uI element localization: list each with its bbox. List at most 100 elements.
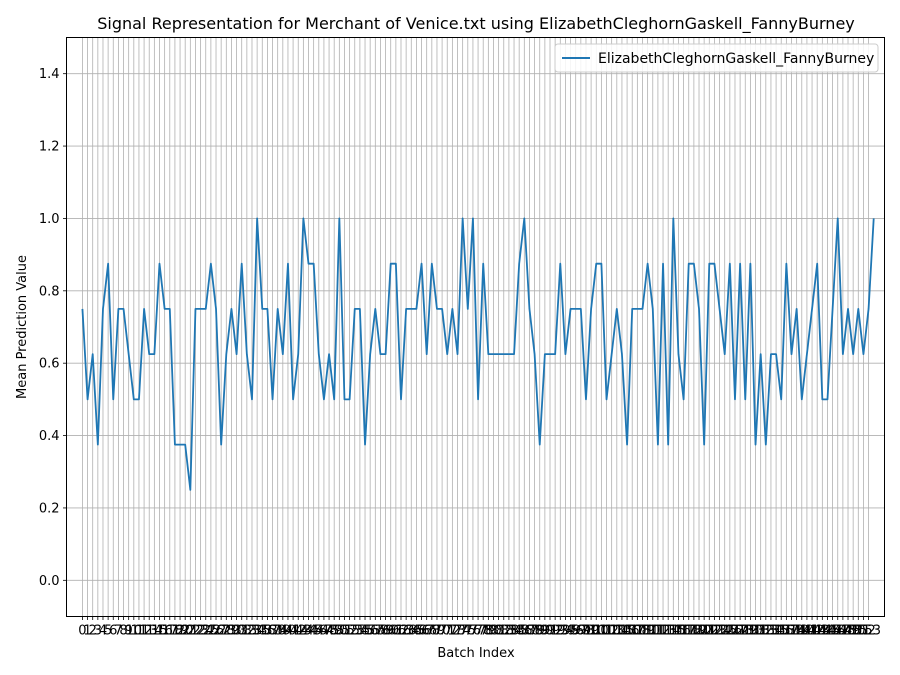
y-tick-label: 1.0 (39, 212, 60, 227)
x-tick-label: 26 (208, 624, 225, 639)
x-tick-label: 97 (573, 624, 590, 639)
x-tick-label: 92 (547, 624, 564, 639)
x-tick-label: 7 (114, 624, 122, 639)
x-tick-label: 105 (610, 624, 635, 639)
x-tick-label: 13 (141, 624, 158, 639)
x-tick-label: 124 (707, 624, 732, 639)
x-tick-label: 101 (589, 624, 614, 639)
x-tick-label: 93 (552, 624, 569, 639)
x-tick-label: 22 (187, 624, 204, 639)
x-tick-label: 65 (408, 624, 425, 639)
x-tick-label: 143 (805, 624, 830, 639)
x-tick-label: 144 (810, 624, 835, 639)
x-tick-label: 39 (275, 624, 292, 639)
x-tick-label: 98 (578, 624, 595, 639)
x-tick-label: 99 (583, 624, 600, 639)
x-tick-label: 49 (326, 624, 343, 639)
x-tick-label: 115 (661, 624, 686, 639)
x-tick-label: 106 (615, 624, 640, 639)
x-tick-label: 20 (177, 624, 194, 639)
y-tick-label: 0.8 (39, 284, 60, 299)
x-tick-label: 113 (651, 624, 676, 639)
x-tick-label: 38 (269, 624, 286, 639)
x-tick-label: 69 (429, 624, 446, 639)
x-tick-label: 30 (228, 624, 245, 639)
x-tick-label: 9 (125, 624, 133, 639)
x-tick-label: 43 (295, 624, 312, 639)
x-tick-label: 153 (856, 624, 881, 639)
x-tick-label: 34 (249, 624, 266, 639)
x-tick-label: 70 (434, 624, 451, 639)
x-tick-label: 1 (83, 624, 91, 639)
x-tick-label: 120 (687, 624, 712, 639)
x-tick-label: 35 (254, 624, 271, 639)
x-tick-label: 67 (418, 624, 435, 639)
x-tick-label: 81 (490, 624, 507, 639)
x-tick-label: 14 (146, 624, 163, 639)
x-tick-label: 33 (244, 624, 261, 639)
x-tick-label: 91 (542, 624, 559, 639)
x-tick-label: 114 (656, 624, 681, 639)
x-tick-label: 89 (531, 624, 548, 639)
x-tick-label: 108 (625, 624, 650, 639)
x-tick-label: 54 (352, 624, 369, 639)
plot-frame (66, 37, 885, 617)
x-tick-label: 111 (640, 624, 665, 639)
x-tick-label: 152 (851, 624, 876, 639)
x-tick-label: 29 (223, 624, 240, 639)
x-axis-label: Batch Index (437, 646, 515, 661)
x-tick-label: 87 (521, 624, 538, 639)
y-tick-label: 0.2 (39, 501, 60, 516)
x-tick-label: 41 (285, 624, 302, 639)
x-tick-label: 21 (182, 624, 199, 639)
legend-frame (554, 43, 879, 73)
x-tick-label: 119 (681, 624, 706, 639)
x-tick-label: 150 (841, 624, 866, 639)
x-tick-label: 136 (769, 624, 794, 639)
x-tick-label: 86 (516, 624, 533, 639)
x-tick-label: 138 (779, 624, 804, 639)
x-tick-label: 90 (537, 624, 554, 639)
x-tick-label: 147 (825, 624, 850, 639)
x-tick-label: 4 (99, 624, 107, 639)
x-tick-label: 74 (454, 624, 471, 639)
y-tick-label: 0.0 (39, 574, 60, 589)
x-tick-label: 68 (424, 624, 441, 639)
x-tick-label: 51 (336, 624, 353, 639)
x-tick-label: 118 (676, 624, 701, 639)
y-tick-label: 1.2 (39, 140, 60, 155)
x-tick-label: 55 (357, 624, 374, 639)
x-tick-label: 57 (367, 624, 384, 639)
y-tick-label: 0.4 (39, 429, 60, 444)
x-tick-label: 40 (280, 624, 297, 639)
x-tick-label: 16 (156, 624, 173, 639)
y-tick-label: 0.6 (39, 357, 60, 372)
x-tick-label: 71 (439, 624, 456, 639)
y-axis-label: Mean Prediction Value (15, 255, 30, 399)
x-tick-label: 28 (218, 624, 235, 639)
x-tick-label: 125 (712, 624, 737, 639)
x-tick-label: 48 (321, 624, 338, 639)
x-tick-label: 109 (630, 624, 655, 639)
x-tick-label: 122 (697, 624, 722, 639)
x-tick-label: 32 (239, 624, 256, 639)
x-tick-label: 127 (723, 624, 748, 639)
series-line (81, 217, 875, 491)
x-tick-label: 88 (526, 624, 543, 639)
x-tick-label: 112 (645, 624, 670, 639)
x-tick-label: 96 (567, 624, 584, 639)
x-tick-label: 75 (460, 624, 477, 639)
x-tick-label: 61 (388, 624, 405, 639)
x-tick-label: 8 (119, 624, 127, 639)
x-tick-label: 129 (733, 624, 758, 639)
x-tick-label: 131 (743, 624, 768, 639)
x-tick-label: 66 (413, 624, 430, 639)
x-tick-label: 139 (784, 624, 809, 639)
x-tick-label: 77 (470, 624, 487, 639)
x-tick-label: 103 (599, 624, 624, 639)
x-tick-label: 85 (511, 624, 528, 639)
x-tick-label: 73 (449, 624, 466, 639)
x-tick-label: 47 (316, 624, 333, 639)
x-tick-label: 17 (162, 624, 179, 639)
x-tick-label: 126 (717, 624, 742, 639)
